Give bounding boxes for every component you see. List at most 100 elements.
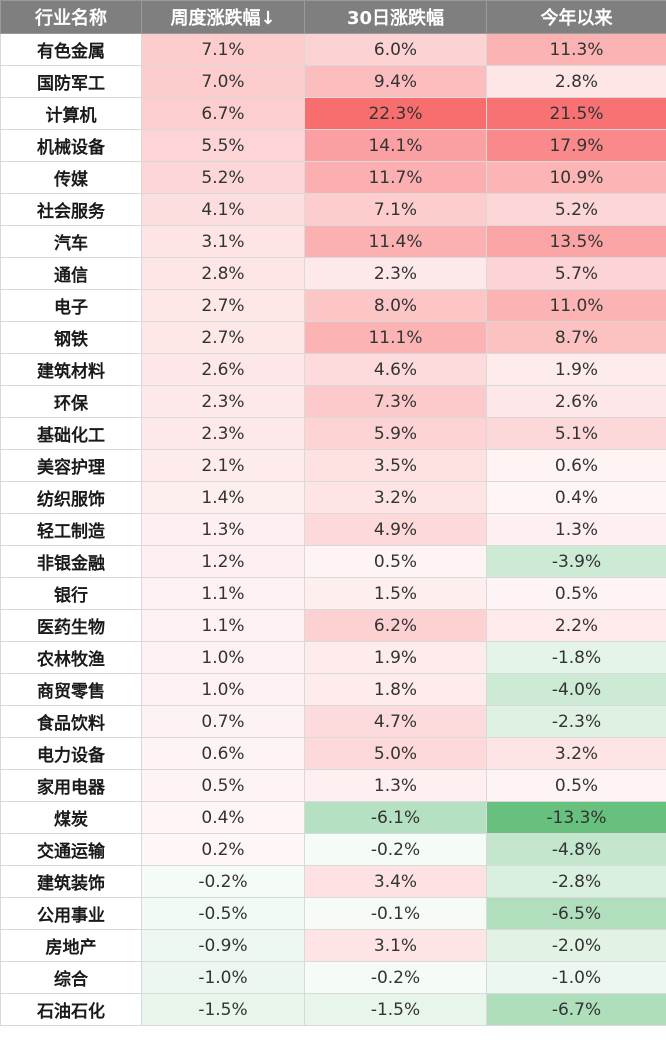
industry-name-cell: 基础化工 [0,417,142,450]
thirty-day-change-cell: 4.6% [304,353,487,386]
thirty-day-change-cell: 4.9% [304,513,487,546]
table-row: 综合 -1.0% -0.2% -1.0% [0,961,666,994]
thirty-day-change-cell: -6.1% [304,801,487,834]
table-row: 农林牧渔 1.0% 1.9% -1.8% [0,641,666,674]
industry-name-cell: 电子 [0,289,142,322]
header-30day-change[interactable]: 30日涨跌幅 [304,0,487,34]
industry-name-cell: 综合 [0,961,142,994]
weekly-change-cell: 3.1% [141,225,305,258]
weekly-change-cell: 2.1% [141,449,305,482]
ytd-change-cell: 10.9% [486,161,666,194]
thirty-day-change-cell: 3.4% [304,865,487,898]
table-row: 石油石化 -1.5% -1.5% -6.7% [0,993,666,1026]
table-row: 房地产 -0.9% 3.1% -2.0% [0,929,666,962]
industry-name-cell: 医药生物 [0,609,142,642]
table-row: 钢铁 2.7% 11.1% 8.7% [0,321,666,354]
ytd-change-cell: -13.3% [486,801,666,834]
ytd-change-cell: 11.0% [486,289,666,322]
weekly-change-cell: -0.9% [141,929,305,962]
table-row: 计算机 6.7% 22.3% 21.5% [0,97,666,130]
thirty-day-change-cell: 3.5% [304,449,487,482]
industry-name-cell: 家用电器 [0,769,142,802]
thirty-day-change-cell: 14.1% [304,129,487,162]
thirty-day-change-cell: 1.5% [304,577,487,610]
thirty-day-change-cell: -1.5% [304,993,487,1026]
ytd-change-cell: 0.6% [486,449,666,482]
table-row: 轻工制造 1.3% 4.9% 1.3% [0,513,666,546]
ytd-change-cell: 3.2% [486,737,666,770]
ytd-change-cell: 0.4% [486,481,666,514]
ytd-change-cell: 0.5% [486,577,666,610]
table-row: 汽车 3.1% 11.4% 13.5% [0,225,666,258]
thirty-day-change-cell: -0.1% [304,897,487,930]
header-ytd-change[interactable]: 今年以来 [486,0,666,34]
industry-name-cell: 有色金属 [0,33,142,66]
thirty-day-change-cell: 8.0% [304,289,487,322]
weekly-change-cell: -1.0% [141,961,305,994]
ytd-change-cell: -2.0% [486,929,666,962]
table-row: 国防军工 7.0% 9.4% 2.8% [0,65,666,98]
thirty-day-change-cell: 7.1% [304,193,487,226]
ytd-change-cell: 13.5% [486,225,666,258]
weekly-change-cell: 2.3% [141,385,305,418]
weekly-change-cell: 0.4% [141,801,305,834]
ytd-change-cell: -4.8% [486,833,666,866]
weekly-change-cell: 6.7% [141,97,305,130]
thirty-day-change-cell: 7.3% [304,385,487,418]
thirty-day-change-cell: -0.2% [304,961,487,994]
table-row: 建筑装饰 -0.2% 3.4% -2.8% [0,865,666,898]
table-row: 食品饮料 0.7% 4.7% -2.3% [0,705,666,738]
thirty-day-change-cell: 11.1% [304,321,487,354]
industry-name-cell: 建筑材料 [0,353,142,386]
industry-name-cell: 电力设备 [0,737,142,770]
industry-name-cell: 石油石化 [0,993,142,1026]
industry-name-cell: 轻工制造 [0,513,142,546]
weekly-change-cell: 1.4% [141,481,305,514]
table-row: 医药生物 1.1% 6.2% 2.2% [0,609,666,642]
industry-performance-table: 行业名称 周度涨跌幅↓ 30日涨跌幅 今年以来 有色金属 7.1% 6.0% 11.3… [0,0,666,1026]
table-row: 公用事业 -0.5% -0.1% -6.5% [0,897,666,930]
weekly-change-cell: 5.2% [141,161,305,194]
ytd-change-cell: 5.7% [486,257,666,290]
header-row: 行业名称 周度涨跌幅↓ 30日涨跌幅 今年以来 [0,0,666,34]
weekly-change-cell: 2.6% [141,353,305,386]
weekly-change-cell: 1.2% [141,545,305,578]
weekly-change-cell: 0.7% [141,705,305,738]
weekly-change-cell: 5.5% [141,129,305,162]
ytd-change-cell: 0.5% [486,769,666,802]
table-row: 电力设备 0.6% 5.0% 3.2% [0,737,666,770]
thirty-day-change-cell: 0.5% [304,545,487,578]
industry-name-cell: 美容护理 [0,449,142,482]
ytd-change-cell: -4.0% [486,673,666,706]
table-row: 环保 2.3% 7.3% 2.6% [0,385,666,418]
industry-name-cell: 房地产 [0,929,142,962]
weekly-change-cell: 1.3% [141,513,305,546]
industry-name-cell: 商贸零售 [0,673,142,706]
ytd-change-cell: 1.3% [486,513,666,546]
header-weekly-change[interactable]: 周度涨跌幅↓ [141,0,305,34]
ytd-change-cell: -6.7% [486,993,666,1026]
thirty-day-change-cell: 6.0% [304,33,487,66]
weekly-change-cell: 1.0% [141,673,305,706]
weekly-change-cell: 0.2% [141,833,305,866]
table-row: 社会服务 4.1% 7.1% 5.2% [0,193,666,226]
ytd-change-cell: -1.0% [486,961,666,994]
weekly-change-cell: -0.5% [141,897,305,930]
table-row: 纺织服饰 1.4% 3.2% 0.4% [0,481,666,514]
thirty-day-change-cell: 22.3% [304,97,487,130]
ytd-change-cell: 1.9% [486,353,666,386]
table-body: 有色金属 7.1% 6.0% 11.3% 国防军工 7.0% 9.4% 2.8% 计算机 6.7%… [0,33,666,1026]
weekly-change-cell: 1.1% [141,609,305,642]
weekly-change-cell: 2.3% [141,417,305,450]
thirty-day-change-cell: 2.3% [304,257,487,290]
industry-name-cell: 环保 [0,385,142,418]
weekly-change-cell: 2.8% [141,257,305,290]
thirty-day-change-cell: 1.9% [304,641,487,674]
header-industry-name: 行业名称 [0,0,142,34]
industry-name-cell: 公用事业 [0,897,142,930]
weekly-change-cell: -1.5% [141,993,305,1026]
table-row: 家用电器 0.5% 1.3% 0.5% [0,769,666,802]
weekly-change-cell: 7.0% [141,65,305,98]
table-row: 商贸零售 1.0% 1.8% -4.0% [0,673,666,706]
ytd-change-cell: 5.2% [486,193,666,226]
